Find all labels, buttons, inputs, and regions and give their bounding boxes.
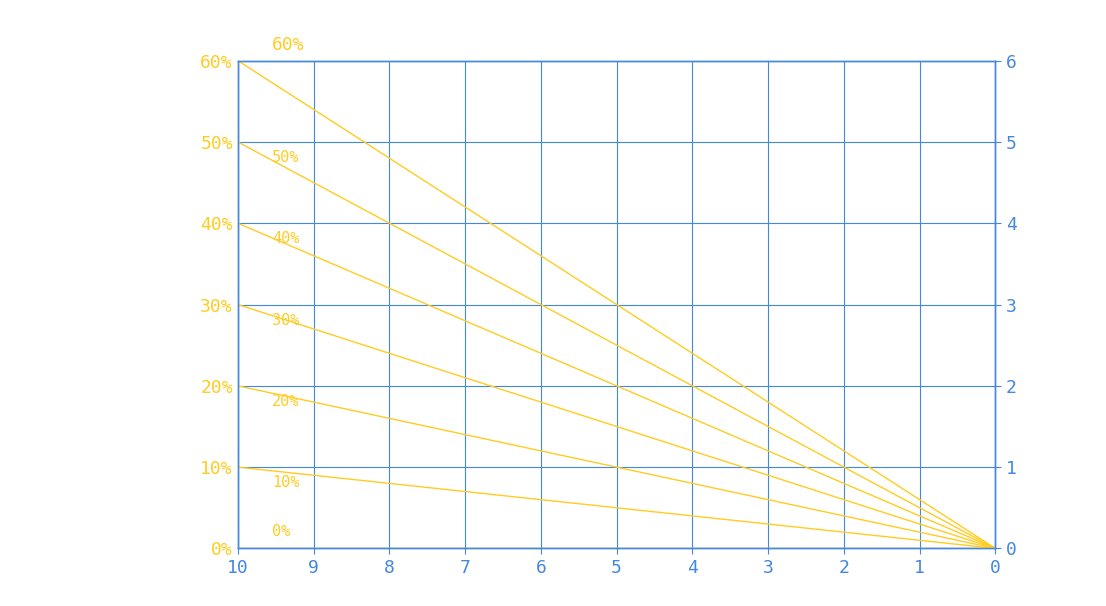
Text: 40%: 40% <box>272 231 300 247</box>
Text: 0%: 0% <box>272 524 290 539</box>
Text: 50%: 50% <box>272 150 300 165</box>
Text: 10%: 10% <box>272 475 300 490</box>
Text: 20%: 20% <box>272 394 300 409</box>
Text: 30%: 30% <box>272 313 300 328</box>
Text: 60%: 60% <box>272 36 304 54</box>
